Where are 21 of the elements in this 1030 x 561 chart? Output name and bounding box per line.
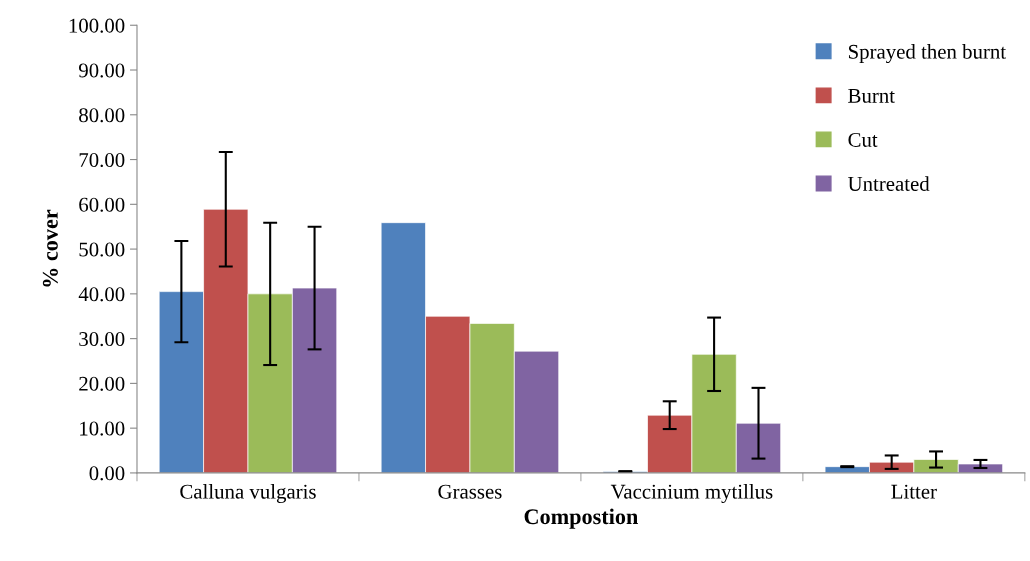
legend-label: Burnt xyxy=(848,89,895,103)
x-tick-label: Litter xyxy=(891,484,937,499)
y-tick-label: 90.00 xyxy=(78,63,125,78)
y-tick-label: 50.00 xyxy=(79,242,125,257)
y-tick-label: 30.00 xyxy=(79,331,125,347)
legend-label: Sprayed then burnt xyxy=(848,44,1006,64)
y-tick-label: 20.00 xyxy=(79,376,125,391)
y-tick-label: 60.00 xyxy=(79,197,125,212)
y-tick-label: 80.00 xyxy=(79,108,125,123)
x-axis-title: Compostion xyxy=(524,508,638,529)
y-tick-label: 40.00 xyxy=(78,287,125,302)
x-tick-label: Vaccinium mytillus xyxy=(610,484,773,503)
legend-label: Untreated xyxy=(848,176,930,191)
x-tick-label: Calluna vulgaris xyxy=(180,484,316,503)
y-tick-label: 100.00 xyxy=(69,18,125,33)
y-tick-label: 70.00 xyxy=(79,152,125,168)
y-axis-title: % cover xyxy=(42,209,58,287)
x-tick-label: Grasses xyxy=(438,484,502,499)
y-tick-label: 10.00 xyxy=(80,421,125,436)
legend-label: Cut xyxy=(848,132,878,147)
y-tick-label: 0.00 xyxy=(89,466,125,481)
